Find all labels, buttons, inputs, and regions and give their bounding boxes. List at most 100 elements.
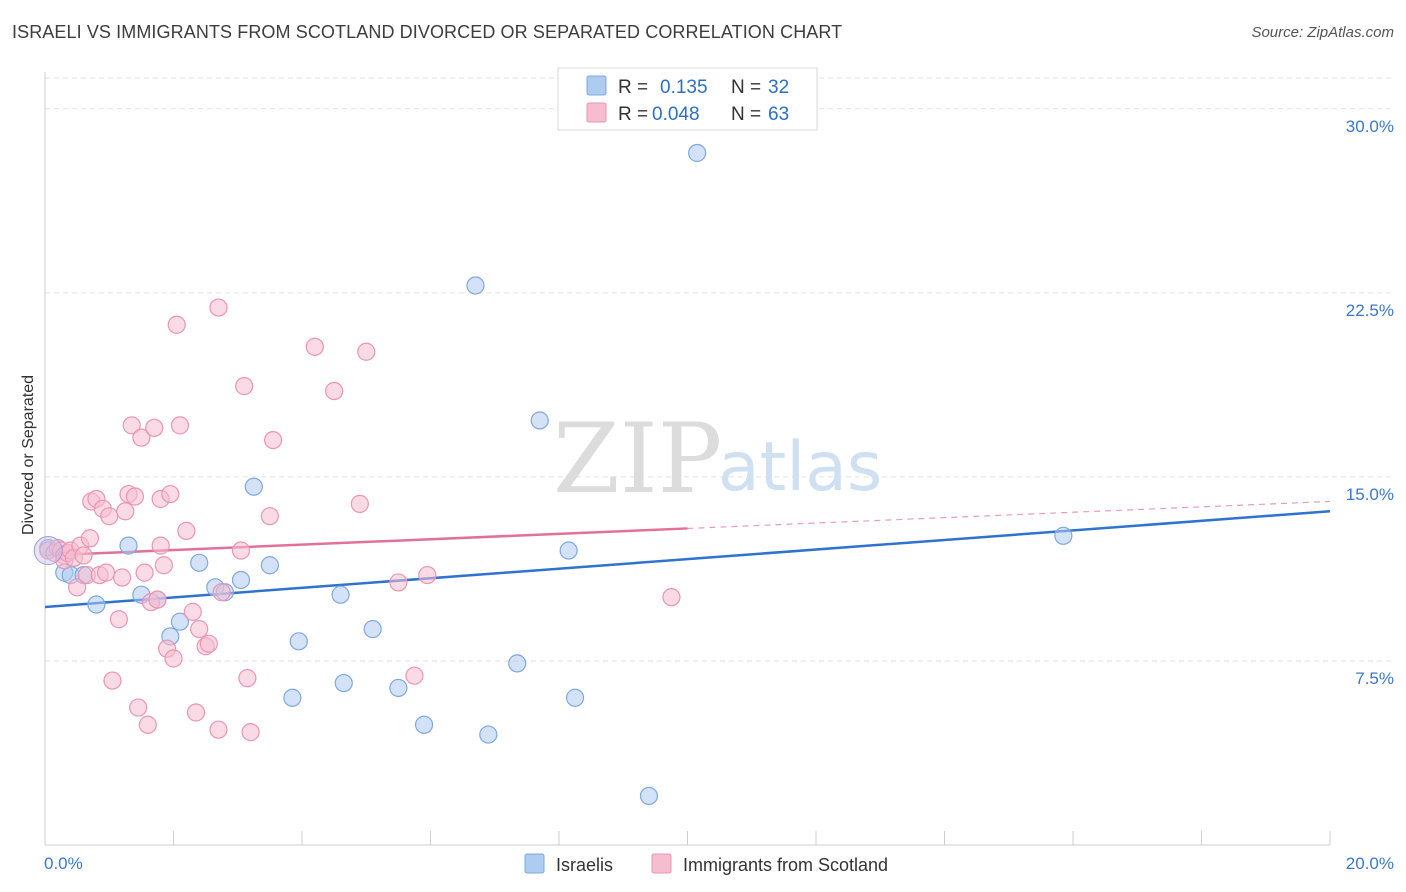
point-scotland — [151, 536, 170, 555]
legend-scotland-swatch — [651, 853, 672, 874]
scatter-points — [33, 143, 1073, 806]
point-israelis — [87, 595, 106, 614]
point-scotland — [263, 430, 283, 450]
trend-line-0 — [44, 510, 1331, 609]
point-scotland — [129, 698, 148, 717]
point-scotland — [350, 494, 369, 513]
point-scotland — [138, 715, 157, 734]
watermark-zip: ZIP — [553, 403, 722, 515]
point-israelis — [283, 688, 302, 707]
point-israelis — [559, 541, 578, 560]
israelis-r-label: R = — [618, 77, 648, 98]
point-israelis — [565, 688, 585, 707]
scotland-r-value: 0.048 — [652, 104, 700, 125]
point-israelis — [190, 553, 209, 572]
point-israelis — [1054, 526, 1073, 545]
watermark-atlas: atlas — [718, 428, 882, 507]
point-israelis — [479, 725, 498, 744]
point-scotland — [238, 669, 257, 688]
point-scotland — [154, 556, 173, 575]
point-scotland — [177, 521, 196, 540]
source-credit: Source: ZipAtlas.com — [1251, 24, 1394, 41]
chart-title: ISRAELI VS IMMIGRANTS FROM SCOTLAND DIVO… — [12, 22, 843, 42]
y-tick-label: 7.5% — [1355, 669, 1394, 688]
y-tick-label: 15.0% — [1346, 485, 1394, 504]
point-scotland — [96, 563, 116, 582]
point-scotland — [132, 428, 151, 447]
point-israelis — [508, 654, 527, 673]
point-scotland — [135, 563, 154, 582]
trend-line-1 — [44, 527, 688, 557]
point-scotland — [183, 602, 202, 621]
scotland-n-value: 63 — [768, 104, 789, 125]
point-scotland — [145, 418, 164, 437]
point-scotland — [68, 578, 87, 597]
point-scotland — [260, 507, 279, 526]
trend-lines — [44, 500, 1331, 609]
point-israelis — [260, 556, 279, 575]
point-scotland — [231, 541, 251, 560]
point-scotland — [103, 671, 122, 690]
y-tick-label: 30.0% — [1346, 117, 1394, 136]
point-israelis — [289, 632, 308, 651]
y-axis-title: Divorced or Separated — [20, 375, 37, 535]
stats-legend: R = 0.135 N = 32 R = 0.048 N = 63 — [557, 67, 818, 131]
point-scotland — [186, 703, 206, 722]
point-scotland — [125, 487, 145, 506]
scotland-r-label: R = — [618, 104, 648, 125]
point-scotland — [80, 529, 100, 548]
point-israelis — [119, 536, 138, 555]
scotland-swatch — [586, 102, 607, 123]
point-scotland — [357, 342, 376, 361]
point-scotland — [170, 416, 190, 435]
point-scotland — [418, 565, 437, 585]
point-israelis — [334, 673, 353, 693]
point-scotland — [100, 507, 119, 526]
legend-israelis-label: Israelis — [556, 855, 613, 875]
trend-line-extension-1 — [687, 500, 1331, 530]
x-tick-label-min: 0.0% — [44, 854, 83, 873]
point-israelis — [231, 570, 251, 590]
point-scotland — [305, 337, 324, 356]
point-cluster — [33, 536, 63, 566]
point-israelis — [389, 678, 408, 698]
x-tick-label-max: 20.0% — [1346, 854, 1394, 873]
israelis-swatch — [586, 75, 607, 96]
y-tick-label: 22.5% — [1346, 301, 1394, 320]
point-scotland — [112, 568, 132, 587]
point-scotland — [235, 377, 254, 396]
point-scotland — [405, 666, 424, 685]
point-scotland — [662, 588, 681, 607]
point-scotland — [389, 573, 408, 592]
point-israelis — [244, 477, 263, 496]
point-scotland — [167, 315, 186, 334]
point-scotland — [161, 484, 180, 504]
point-scotland — [241, 723, 260, 742]
point-scotland — [148, 590, 167, 609]
point-israelis — [414, 715, 434, 734]
israelis-r-value: 0.135 — [660, 77, 708, 98]
legend-israelis-swatch — [524, 853, 545, 874]
point-israelis — [363, 619, 382, 639]
point-israelis — [466, 276, 485, 295]
legend-scotland-label: Immigrants from Scotland — [683, 855, 888, 875]
point-scotland — [209, 298, 228, 317]
x-axis-ticks — [44, 831, 1331, 845]
point-israelis — [331, 585, 350, 604]
point-israelis — [530, 411, 549, 430]
point-scotland — [164, 649, 183, 668]
point-scotland — [116, 502, 135, 521]
scotland-n-label: N = — [731, 104, 761, 125]
y-axis-tick-labels: 7.5% 15.0% 22.5% 30.0% — [1346, 117, 1394, 688]
point-scotland — [74, 546, 93, 565]
israelis-n-value: 32 — [768, 77, 789, 98]
israelis-n-label: N = — [731, 77, 761, 98]
point-scotland — [190, 619, 209, 639]
point-scotland — [325, 381, 344, 401]
point-scotland — [209, 720, 228, 739]
point-scotland — [122, 416, 141, 435]
point-scotland — [199, 634, 218, 653]
point-israelis — [639, 786, 659, 806]
point-scotland — [109, 610, 128, 629]
